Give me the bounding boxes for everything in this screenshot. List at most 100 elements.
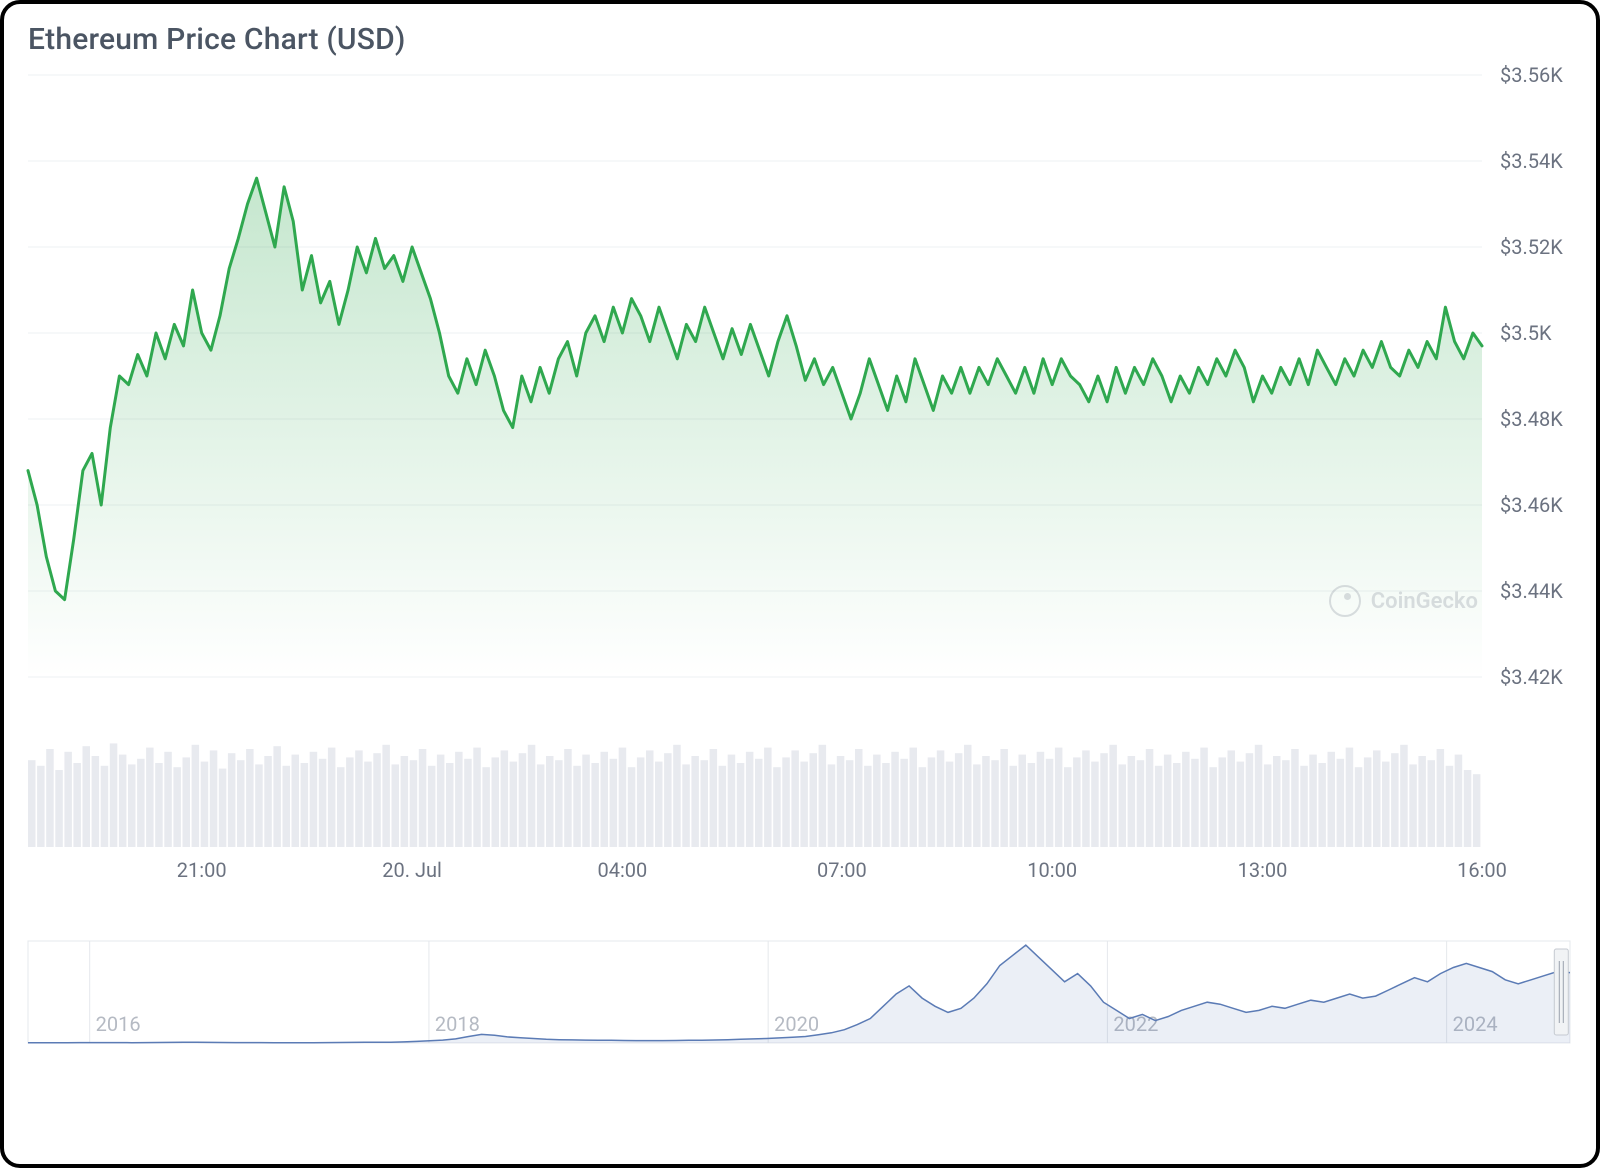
volume-bar: [146, 748, 154, 847]
volume-bar: [664, 753, 672, 847]
volume-bar: [164, 752, 172, 847]
volume-bar: [283, 766, 291, 847]
volume-bar: [492, 757, 500, 847]
volume-bar: [810, 753, 818, 847]
x-tick-label: 16:00: [1457, 858, 1507, 882]
volume-bar: [746, 752, 754, 847]
volume-bar: [246, 749, 254, 847]
volume-bar: [1137, 760, 1145, 847]
y-tick-label: $3.52K: [1500, 235, 1563, 259]
volume-bar: [828, 764, 836, 847]
volume-bar: [946, 762, 954, 847]
volume-bar: [192, 745, 200, 847]
volume-bar: [1418, 756, 1426, 847]
volume-bar: [891, 752, 899, 847]
chart-title: Ethereum Price Chart (USD): [28, 22, 1578, 57]
volume-bar: [1364, 757, 1372, 847]
volume-bar: [773, 767, 781, 847]
volume-bar: [1100, 753, 1108, 847]
volume-bar: [555, 760, 563, 847]
volume-bar: [673, 745, 681, 847]
nav-year-label: 2016: [96, 1012, 141, 1036]
volume-bar: [873, 755, 881, 847]
volume-bar: [392, 764, 400, 847]
y-tick-label: $3.48K: [1500, 407, 1563, 431]
main-chart-area: $3.42K$3.44K$3.46K$3.48K$3.5K$3.52K$3.54…: [22, 57, 1578, 917]
volume-bar: [464, 759, 472, 847]
volume-bar: [900, 759, 908, 847]
volume-bar: [864, 766, 872, 847]
volume-bar: [382, 745, 390, 847]
volume-bar: [1255, 745, 1263, 847]
volume-bar: [1209, 767, 1217, 847]
volume-bar: [846, 760, 854, 847]
volume-bar: [937, 750, 945, 847]
volume-bar: [410, 760, 418, 847]
volume-bar: [482, 767, 490, 847]
volume-bar: [619, 748, 627, 847]
volume-bar: [1046, 759, 1054, 847]
volume-bar: [1237, 762, 1245, 847]
volume-bar: [455, 752, 463, 847]
volume-bar: [1264, 764, 1272, 847]
volume-bar: [564, 749, 572, 847]
volume-bar: [1028, 763, 1036, 847]
volume-bar: [1328, 752, 1336, 847]
volume-bar: [219, 769, 227, 847]
volume-bar: [1455, 755, 1463, 847]
volume-bar: [1318, 763, 1326, 847]
x-tick-label: 13:00: [1238, 858, 1288, 882]
volume-bar: [473, 748, 481, 847]
volume-bar: [1428, 760, 1436, 847]
volume-bar: [1291, 749, 1299, 847]
volume-bar: [719, 766, 727, 847]
volume-bar: [800, 762, 808, 847]
volume-bar: [28, 760, 36, 847]
y-tick-label: $3.42K: [1500, 665, 1563, 689]
volume-bar: [682, 764, 690, 847]
volume-bar: [83, 746, 91, 847]
volume-bar: [1191, 759, 1199, 847]
volume-bar: [764, 748, 772, 847]
volume-bar: [819, 745, 827, 847]
volume-bar: [1164, 755, 1172, 847]
navigator-svg[interactable]: 20162018202020222024: [22, 935, 1578, 1055]
y-tick-label: $3.54K: [1500, 149, 1563, 173]
volume-bar: [1409, 764, 1417, 847]
volume-bar: [1182, 752, 1190, 847]
volume-bar: [501, 750, 509, 847]
volume-bar: [646, 750, 654, 847]
volume-bar: [1346, 748, 1354, 847]
volume-bar: [255, 764, 263, 847]
volume-bar: [701, 760, 709, 847]
volume-bar: [292, 755, 300, 847]
volume-bar: [737, 763, 745, 847]
x-tick-label: 20. Jul: [382, 858, 442, 882]
volume-bar: [1473, 774, 1481, 847]
volume-bar: [1010, 766, 1018, 847]
volume-bar: [119, 755, 127, 847]
volume-bar: [1309, 755, 1317, 847]
y-tick-label: $3.46K: [1500, 493, 1563, 517]
volume-bar: [1019, 755, 1027, 847]
volume-bar: [546, 756, 554, 847]
volume-bar: [1228, 750, 1236, 847]
volume-bar: [1000, 749, 1008, 847]
y-tick-label: $3.44K: [1500, 579, 1563, 603]
volume-bar: [1064, 767, 1072, 847]
volume-bar: [1400, 745, 1408, 847]
price-chart-svg[interactable]: $3.42K$3.44K$3.46K$3.48K$3.5K$3.52K$3.54…: [22, 57, 1578, 917]
volume-bar: [73, 763, 81, 847]
volume-bar: [1282, 760, 1290, 847]
nav-year-label: 2018: [435, 1012, 480, 1036]
volume-bar: [573, 766, 581, 847]
volume-bar: [46, 749, 54, 847]
navigator-handle[interactable]: [1554, 949, 1568, 1035]
navigator-area[interactable]: 20162018202020222024: [22, 935, 1578, 1055]
volume-bar: [882, 763, 890, 847]
volume-bar: [655, 762, 663, 847]
volume-bar: [791, 750, 799, 847]
volume-bar: [1146, 749, 1154, 847]
volume-bar: [273, 746, 281, 847]
volume-bar: [1391, 753, 1399, 847]
